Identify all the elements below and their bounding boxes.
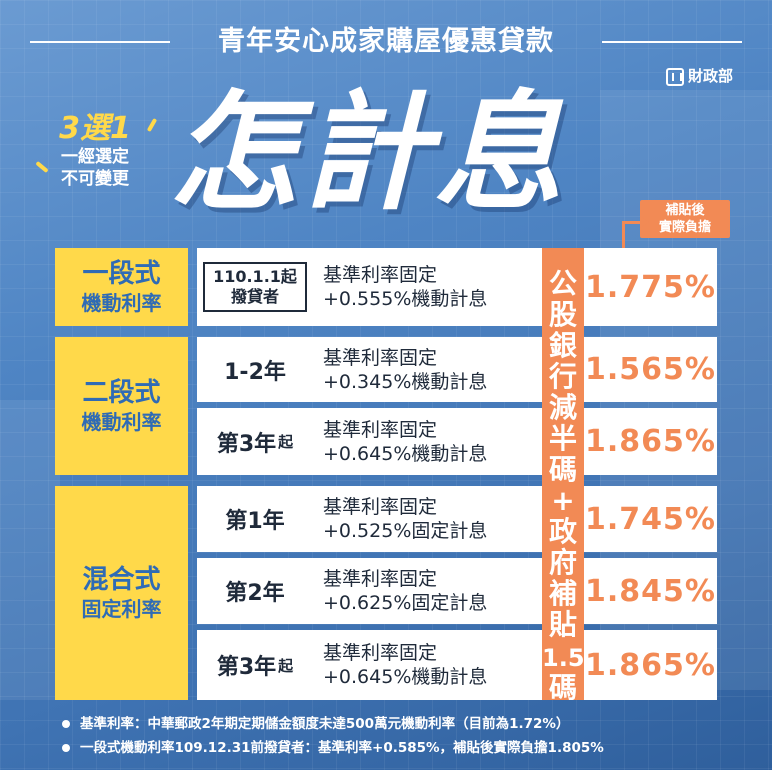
subsidy-char: 股 xyxy=(548,298,577,331)
period-cell: 第3年起 xyxy=(197,630,313,700)
ministry-badge: 財政部 xyxy=(666,64,733,88)
arrow-line-icon xyxy=(622,221,642,224)
rate-cell: 1.745% xyxy=(584,486,717,552)
subsidy-number: 1.5 xyxy=(542,644,585,672)
footnote-text: 基準利率：中華郵政2年期定期儲金額度未達500萬元機動利率（目前為1.72%） xyxy=(80,716,570,732)
period-suffix: 起 xyxy=(278,433,294,451)
subsidy-char: 府 xyxy=(548,546,577,579)
formula-cell: 基準利率固定 +0.645%機動計息 xyxy=(313,630,542,700)
period-box: 110.1.1起 撥貸者 xyxy=(203,262,307,312)
headline-row: 青年安心成家購屋優惠貸款 xyxy=(0,22,772,62)
footnote-text: 一段式機動利率109.12.31前撥貸者：基準利率+0.585%，補貼後實際負擔… xyxy=(80,740,604,756)
subsidy-char: 補 xyxy=(548,577,577,610)
period-cell: 第1年 xyxy=(197,486,313,552)
period-label: 第1年 xyxy=(225,509,285,534)
formula-cell: 基準利率固定 +0.555%機動計息 xyxy=(313,248,542,326)
choose-callout: 3選1 一經選定 不可變更 xyxy=(30,112,160,190)
bullet-icon xyxy=(62,720,70,728)
formula-line1: 基準利率固定 xyxy=(323,264,438,286)
formula-cell: 基準利率固定 +0.645%機動計息 xyxy=(313,408,542,475)
period-suffix: 起 xyxy=(278,656,294,675)
ministry-name: 財政部 xyxy=(688,67,734,85)
subsidy-unit: 碼 xyxy=(548,671,577,704)
period-line1: 110.1.1起 xyxy=(213,267,297,286)
type-sub: 機動利率 xyxy=(81,410,162,434)
after-note-line1: 補貼後 xyxy=(665,203,705,218)
choose-line2: 不可變更 xyxy=(61,169,129,189)
period-label: 第3年 xyxy=(216,431,277,457)
period-label: 第3年 xyxy=(216,655,277,680)
type-sub: 機動利率 xyxy=(81,291,162,315)
formula-line1: 基準利率固定 xyxy=(323,496,438,518)
formula-line2: +0.645%機動計息 xyxy=(323,442,488,465)
formula-cell: 基準利率固定 +0.525%固定計息 xyxy=(313,486,542,552)
arrow-line-icon xyxy=(622,221,625,263)
choose-line1: 一經選定 xyxy=(61,147,129,167)
formula-line1: 基準利率固定 xyxy=(323,642,438,664)
formula-cell: 基準利率固定 +0.625%固定計息 xyxy=(313,558,542,624)
period-cell: 第2年 xyxy=(197,558,313,624)
ministry-logo-icon xyxy=(666,67,684,86)
subsidy-char: 銀 xyxy=(548,329,577,362)
formula-line1: 基準利率固定 xyxy=(323,346,438,369)
formula-line1: 基準利率固定 xyxy=(323,418,438,441)
period-line2: 撥貸者 xyxy=(230,287,279,306)
formula-line2: +0.625%固定計息 xyxy=(323,592,488,614)
formula-line2: +0.345%機動計息 xyxy=(323,370,488,393)
subsidy-char: 貼 xyxy=(548,608,577,641)
period-cell: 110.1.1起 撥貸者 xyxy=(197,248,313,326)
footnotes: 基準利率：中華郵政2年期定期儲金額度未達500萬元機動利率（目前為1.72%） … xyxy=(62,712,762,760)
type-sub: 固定利率 xyxy=(81,597,162,621)
type-cell-hybrid: 混合式 固定利率 xyxy=(55,486,188,700)
period-cell: 第3年起 xyxy=(197,408,313,475)
formula-line1: 基準利率固定 xyxy=(323,568,438,590)
choose-big: 3選1 xyxy=(59,111,131,146)
bullet-icon xyxy=(62,744,70,752)
subsidy-char: 公 xyxy=(548,267,577,300)
formula-line2: +0.645%機動計息 xyxy=(323,666,488,688)
after-subsidy-note: 補貼後 實際負擔 xyxy=(640,200,730,238)
type-main: 混合式 xyxy=(82,565,161,595)
subsidy-char: 半 xyxy=(548,422,577,455)
type-main: 一段式 xyxy=(82,259,161,289)
formula-cell: 基準利率固定 +0.345%機動計息 xyxy=(313,337,542,402)
big-title: 怎計息 xyxy=(170,79,567,228)
formula-line2: +0.525%固定計息 xyxy=(323,520,488,542)
subsidy-char: + xyxy=(551,484,575,517)
headline-rule-left xyxy=(30,41,170,43)
headline: 青年安心成家購屋優惠貸款 xyxy=(218,26,554,57)
background-building xyxy=(0,400,60,700)
period-cell: 1-2年 xyxy=(197,337,313,402)
type-cell-one-stage: 一段式 機動利率 xyxy=(55,248,188,326)
arrow-head-icon xyxy=(640,216,649,228)
footnote-item: 一段式機動利率109.12.31前撥貸者：基準利率+0.585%，補貼後實際負擔… xyxy=(62,736,762,760)
subsidy-char: 行 xyxy=(548,360,577,393)
subsidy-char: 碼 xyxy=(548,453,577,486)
rate-cell: 1.845% xyxy=(584,558,717,624)
subsidy-char: 政 xyxy=(548,515,577,548)
period-label: 1-2年 xyxy=(224,359,286,385)
subsidy-char: 減 xyxy=(548,391,577,424)
subsidy-column: 公 股 銀 行 減 半 碼 + 政 府 補 貼 1.5 碼 xyxy=(542,248,585,704)
rate-cell: 1.775% xyxy=(584,248,717,326)
footnote-item: 基準利率：中華郵政2年期定期儲金額度未達500萬元機動利率（目前為1.72%） xyxy=(62,712,762,736)
after-note-line2: 實際負擔 xyxy=(658,220,711,235)
type-cell-two-stage: 二段式 機動利率 xyxy=(55,337,188,475)
rate-cell: 1.865% xyxy=(584,630,717,700)
rate-cell: 1.565% xyxy=(584,337,717,402)
period-label: 第2年 xyxy=(225,581,285,606)
type-main: 二段式 xyxy=(82,378,161,408)
rate-cell: 1.865% xyxy=(584,408,717,475)
headline-rule-right xyxy=(602,41,742,43)
formula-line2: +0.555%機動計息 xyxy=(323,288,488,310)
